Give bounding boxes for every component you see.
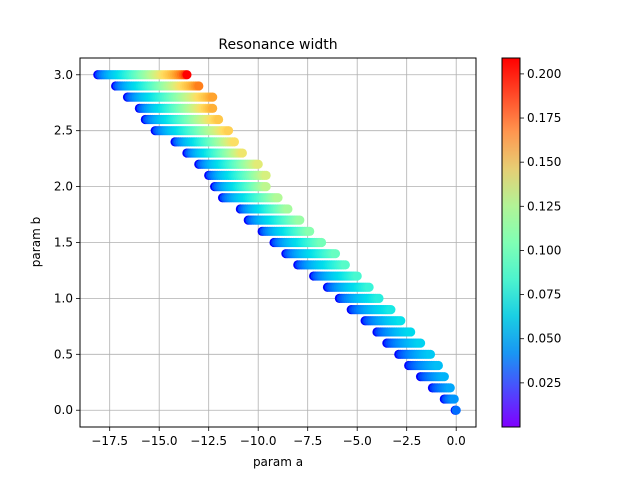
scatter-point xyxy=(439,372,449,382)
scatter-point xyxy=(305,226,315,236)
colorbar xyxy=(501,57,521,428)
y-tick-label: 3.0 xyxy=(54,68,73,82)
scatter-point xyxy=(223,126,234,136)
colorbar-tick-label: 0.150 xyxy=(527,155,561,169)
x-tick-label: 0.0 xyxy=(447,434,466,448)
scatter-point xyxy=(182,70,192,80)
x-axis-label: param a xyxy=(253,455,303,469)
y-axis-label: param b xyxy=(29,217,43,267)
scatter-point xyxy=(433,360,443,371)
x-tick-label: −2.5 xyxy=(392,434,421,448)
scatter-point xyxy=(273,193,283,203)
scatter-point xyxy=(386,304,396,315)
y-tick-label: 2.0 xyxy=(54,180,73,194)
scatter-point xyxy=(364,282,374,292)
scatter-point xyxy=(237,148,247,158)
scatter-point xyxy=(261,181,271,192)
scatter-point xyxy=(374,293,384,304)
x-tick-label: −17.5 xyxy=(91,434,128,448)
x-tick-label: −5.0 xyxy=(343,434,372,448)
scatter-point xyxy=(316,237,327,248)
scatter-point xyxy=(415,338,426,348)
y-tick-label: 1.5 xyxy=(54,236,73,250)
chart-title: Resonance width xyxy=(218,37,337,53)
scatter-point xyxy=(229,137,240,147)
x-tick-label: −15.0 xyxy=(141,434,178,448)
colorbar-tick-label: 0.075 xyxy=(527,288,561,302)
scatter-point xyxy=(352,271,362,281)
scatter-point xyxy=(295,215,305,225)
colorbar-tick-label: 0.175 xyxy=(527,111,561,125)
scatter-point xyxy=(283,204,293,214)
scatter-point xyxy=(406,327,416,337)
y-tick-label: 1.0 xyxy=(54,291,73,305)
scatter-point xyxy=(261,170,271,181)
x-tick-label: −10.0 xyxy=(240,434,277,448)
colorbar-tick-label: 0.050 xyxy=(527,332,561,346)
scatter-point xyxy=(214,114,224,125)
scatter-point xyxy=(330,249,341,259)
scatter-point xyxy=(253,159,263,169)
x-axis-ticks: −17.5 −15.0 −12.5 −10.0 −7.5 −5.0 −2.5 0.0 xyxy=(91,427,466,448)
scatter-point xyxy=(425,349,436,359)
scatter-point xyxy=(451,405,461,415)
scatter-point xyxy=(396,316,406,326)
scatter-point xyxy=(194,81,204,91)
y-tick-label: 0.5 xyxy=(54,347,73,361)
colorbar-ticks: 0.025 0.050 0.075 0.100 0.125 0.150 0.175 0.200 xyxy=(520,67,561,390)
y-axis-ticks: 0.0 0.5 1.0 1.5 2.0 2.5 3.0 xyxy=(54,68,80,417)
scatter-point xyxy=(208,92,218,102)
colorbar-tick-label: 0.025 xyxy=(527,376,561,390)
scatter-points xyxy=(93,70,461,415)
x-tick-label: −7.5 xyxy=(293,434,322,448)
scatter-point xyxy=(340,260,350,270)
x-tick-label: −12.5 xyxy=(190,434,227,448)
scatter-point xyxy=(445,383,455,393)
scatter-point xyxy=(208,103,218,113)
colorbar-tick-label: 0.200 xyxy=(527,67,561,81)
y-tick-label: 2.5 xyxy=(54,124,73,138)
colorbar-tick-label: 0.100 xyxy=(527,243,561,257)
scatter-point xyxy=(449,394,459,404)
colorbar-tick-label: 0.125 xyxy=(527,199,561,213)
y-tick-label: 0.0 xyxy=(54,403,73,417)
